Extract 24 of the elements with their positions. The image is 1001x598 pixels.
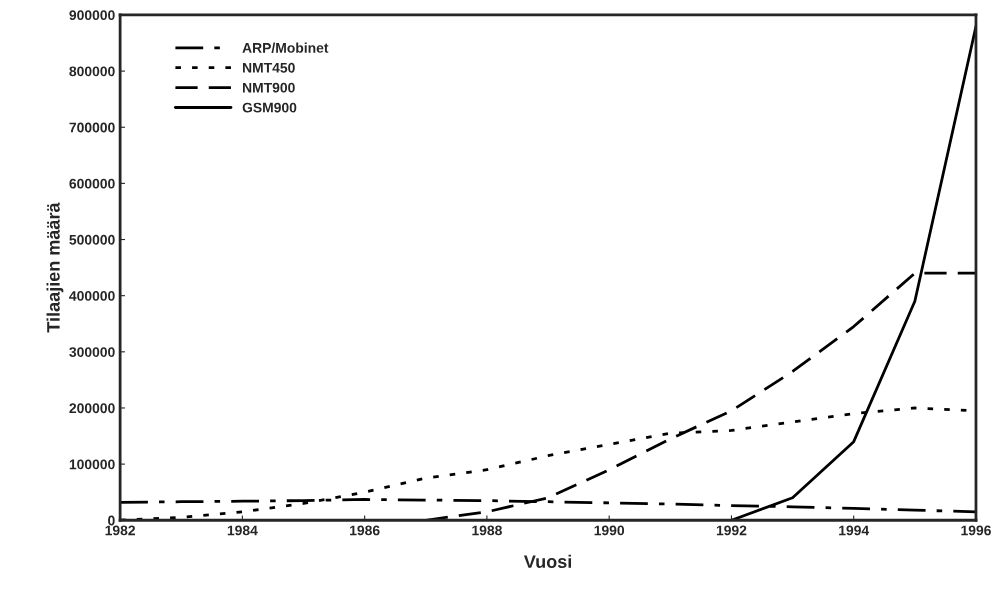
legend-label: ARP/Mobinet <box>242 42 329 53</box>
y-tick-label: 500000 <box>69 234 115 245</box>
y-tick-label: 0 <box>108 515 115 526</box>
x-axis-title: Vuosi <box>523 554 572 568</box>
x-tick-label: 1984 <box>227 525 258 536</box>
x-tick-label: 1988 <box>472 525 502 536</box>
legend-label: NMT900 <box>243 82 295 93</box>
x-tick-label: 1990 <box>594 525 625 536</box>
y-tick-label: 700000 <box>69 122 115 133</box>
x-tick-label: 1992 <box>716 525 747 536</box>
y-tick-label: 200000 <box>69 403 115 414</box>
x-tick-label: 1982 <box>105 525 136 536</box>
y-tick-label: 800000 <box>69 66 115 77</box>
y-tick-label: 400000 <box>69 291 115 301</box>
legend-label: GSM900 <box>242 102 297 113</box>
y-axis-title: Tilaajien määrä <box>46 202 64 333</box>
x-tick-label: 1996 <box>961 525 991 536</box>
y-tick-label: 100000 <box>69 459 115 470</box>
y-tick-label: 600000 <box>69 178 115 189</box>
x-tick-label: 1994 <box>839 525 870 536</box>
legend-label: NMT450 <box>243 62 295 73</box>
x-tick-label: 1986 <box>350 525 380 536</box>
y-tick-label: 900000 <box>69 10 115 21</box>
y-tick-label: 300000 <box>69 347 115 358</box>
